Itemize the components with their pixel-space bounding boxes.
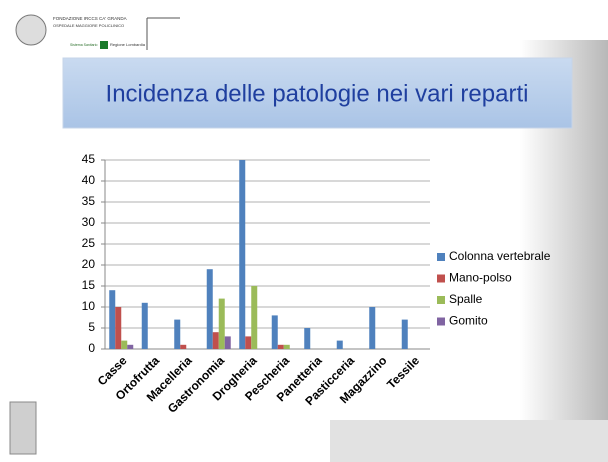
bar: [121, 340, 128, 349]
floor-image: [330, 420, 608, 462]
legend-label: Mano-polso: [449, 271, 512, 285]
bar: [212, 332, 219, 349]
y-tick-label: 0: [88, 341, 95, 355]
bar: [115, 307, 122, 349]
bar: [251, 286, 258, 349]
bar: [180, 344, 187, 349]
footer-logo: [9, 401, 37, 455]
bar: [206, 269, 213, 349]
hospital: OSPEDALE MAGGIORE POLICLINICO: [53, 23, 124, 28]
bar: [369, 307, 376, 349]
y-tick-label: 25: [82, 236, 96, 250]
bar: [109, 290, 116, 349]
bar: [174, 319, 181, 349]
legend-label: Gomito: [449, 314, 488, 328]
bar: [127, 344, 134, 349]
y-tick-label: 10: [82, 299, 96, 313]
region: Regione Lombardia: [110, 42, 146, 47]
y-tick-label: 20: [82, 257, 96, 271]
bar: [239, 160, 246, 349]
bar: [336, 340, 343, 349]
bar: [401, 319, 408, 349]
bar: [277, 344, 284, 349]
bar: [224, 336, 231, 349]
y-tick-label: 15: [82, 278, 96, 292]
region-logo: [100, 41, 108, 49]
y-tick-label: 30: [82, 215, 96, 229]
chart-title: Incidenza delle patologie nei vari repar…: [106, 80, 529, 107]
bar: [245, 336, 252, 349]
legend-label: Spalle: [449, 292, 483, 306]
bar: [304, 328, 311, 349]
legend-swatch: [437, 317, 445, 326]
legend-label: Colonna vertebrale: [449, 249, 551, 263]
legend-swatch: [437, 253, 445, 261]
y-tick-label: 40: [82, 173, 96, 187]
system: Sistema Sanitario: [70, 43, 97, 47]
bar: [218, 298, 225, 349]
y-tick-label: 5: [88, 320, 95, 334]
logo: [15, 14, 47, 46]
legend-swatch: [437, 274, 445, 283]
bar: [283, 344, 290, 349]
title-box: [62, 57, 573, 129]
institution: FONDAZIONE IRCCS CA' GRANDA: [53, 16, 127, 21]
bar: [271, 315, 278, 349]
bar: [141, 302, 148, 349]
y-tick-label: 35: [82, 194, 96, 208]
legend-swatch: [437, 296, 445, 304]
y-tick-label: 45: [82, 152, 96, 166]
